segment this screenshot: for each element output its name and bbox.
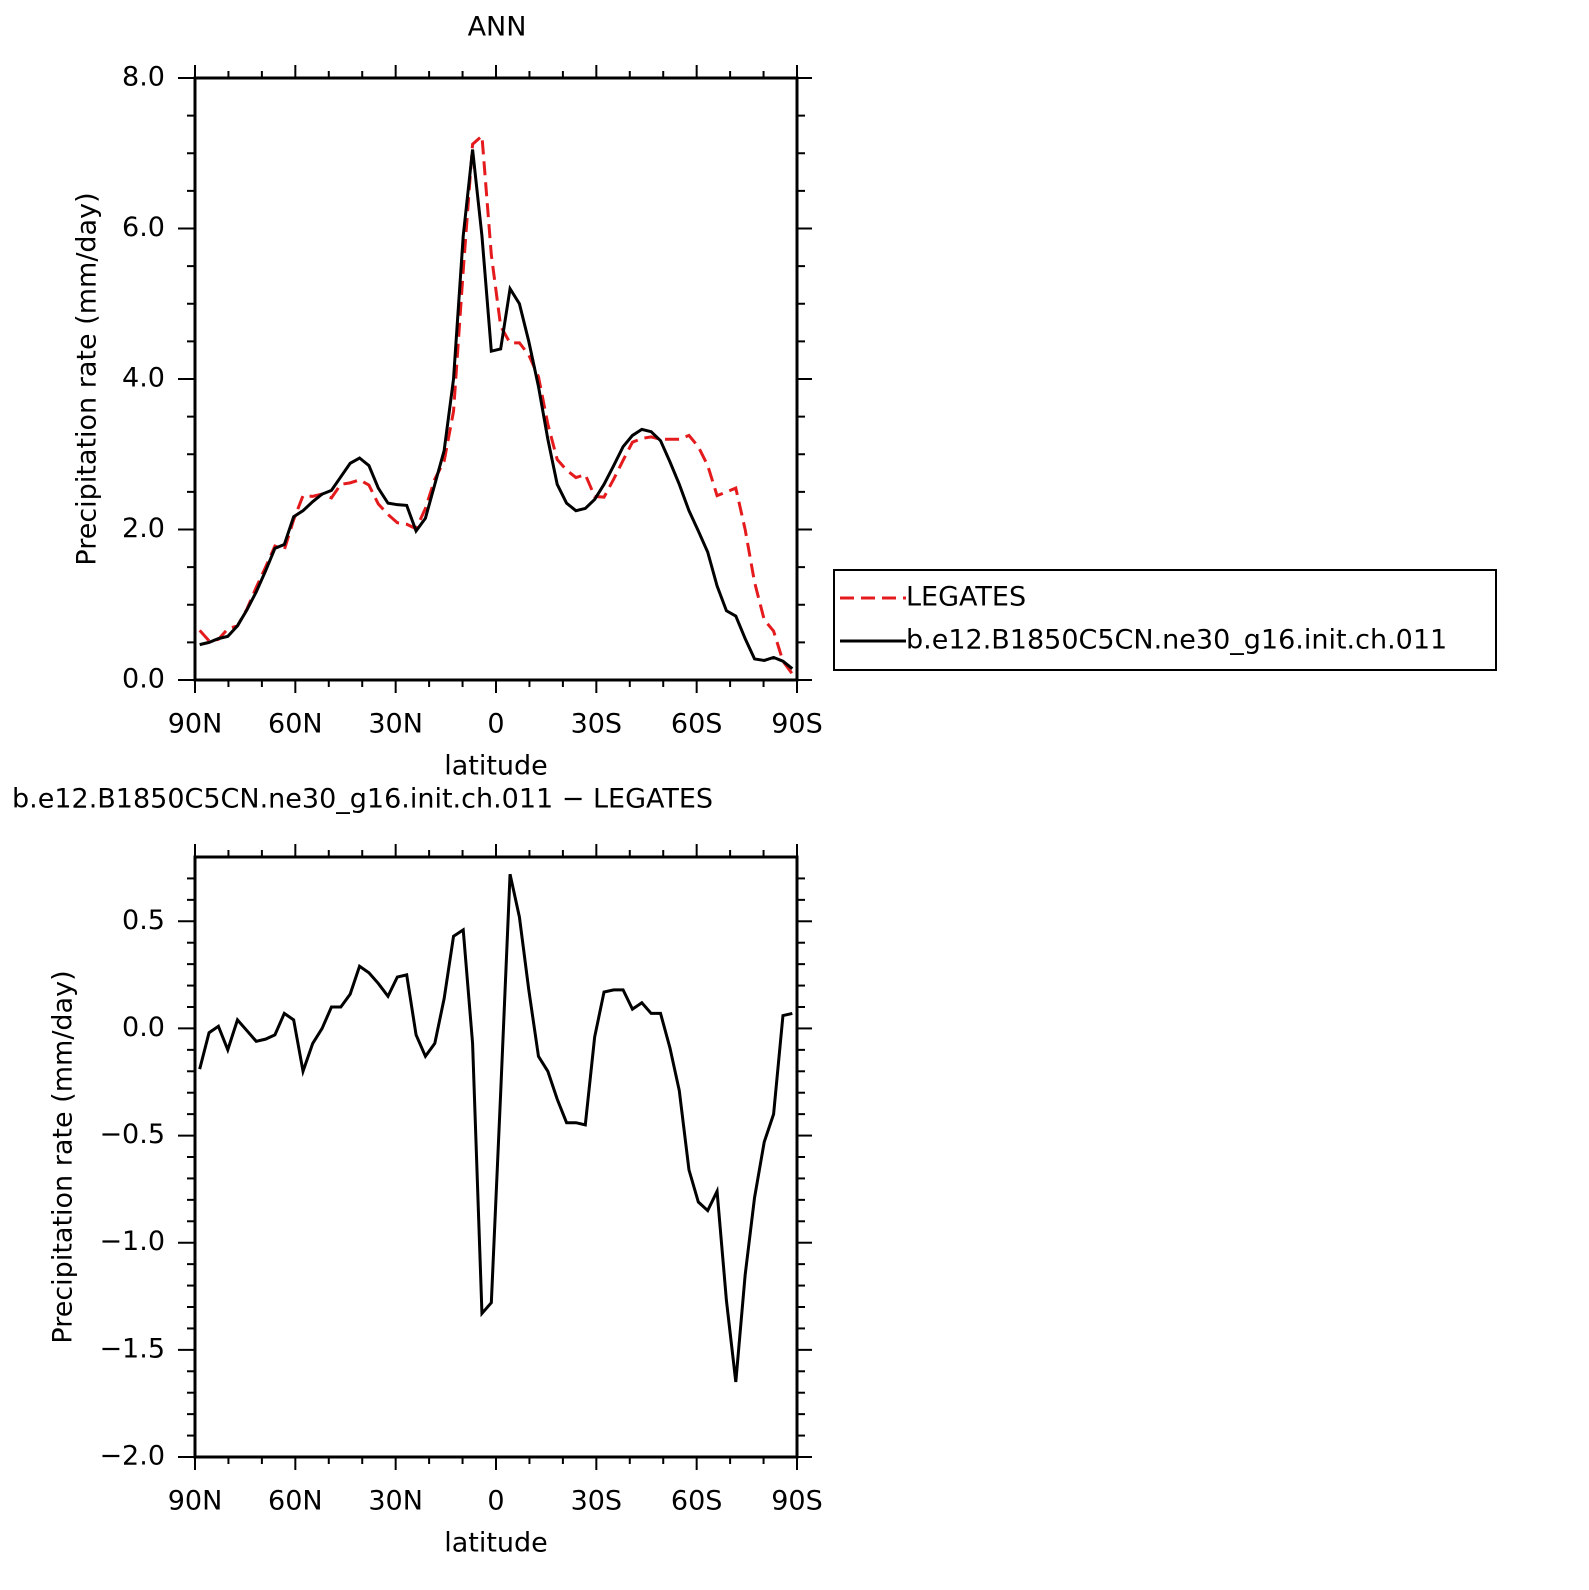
legend-box [833,569,1497,671]
series-line [198,132,794,675]
y-tick-label: −0.5 [99,1119,165,1150]
y-tick-label: 6.0 [122,212,165,243]
y-tick-label: −1.0 [99,1226,165,1257]
plot-frame [193,76,799,682]
plot-frame [193,855,799,1459]
series-line [199,149,794,670]
chart-title: b.e12.B1850C5CN.ne30_g16.init.ch.011 − L… [12,784,713,815]
y-tick-label: −1.5 [99,1333,165,1364]
x-tick-label: 30S [571,1486,623,1517]
x-tick-label: 90N [168,1486,223,1517]
y-tick-label: 2.0 [122,513,165,544]
legend-label: b.e12.B1850C5CN.ne30_g16.init.ch.011 [906,625,1447,656]
y-axis-label: Precipitation rate (mm/day) [72,192,103,565]
y-tick-label: 0.0 [122,664,165,695]
x-tick-label: 60N [268,709,323,740]
series-line [198,873,793,1383]
x-tick-label: 30N [368,709,423,740]
x-tick-label: 30S [571,709,623,740]
y-tick-label: 0.0 [122,1012,165,1043]
x-tick-label: 0 [487,709,504,740]
x-tick-label: 90S [771,1486,823,1517]
legend-label: LEGATES [906,582,1026,613]
x-axis-label: latitude [444,751,548,782]
x-tick-label: 90S [771,709,823,740]
x-tick-label: 60S [671,709,723,740]
chart-title: ANN [468,12,527,43]
y-axis-label: Precipitation rate (mm/day) [48,970,79,1343]
y-tick-label: −2.0 [99,1441,165,1472]
x-tick-label: 90N [168,709,223,740]
x-tick-label: 60S [671,1486,723,1517]
x-tick-label: 60N [268,1486,323,1517]
y-tick-label: 0.5 [122,905,165,936]
x-tick-label: 0 [487,1486,504,1517]
x-axis-label: latitude [444,1528,548,1559]
x-tick-label: 30N [368,1486,423,1517]
y-tick-label: 8.0 [122,62,165,93]
y-tick-label: 4.0 [122,363,165,394]
